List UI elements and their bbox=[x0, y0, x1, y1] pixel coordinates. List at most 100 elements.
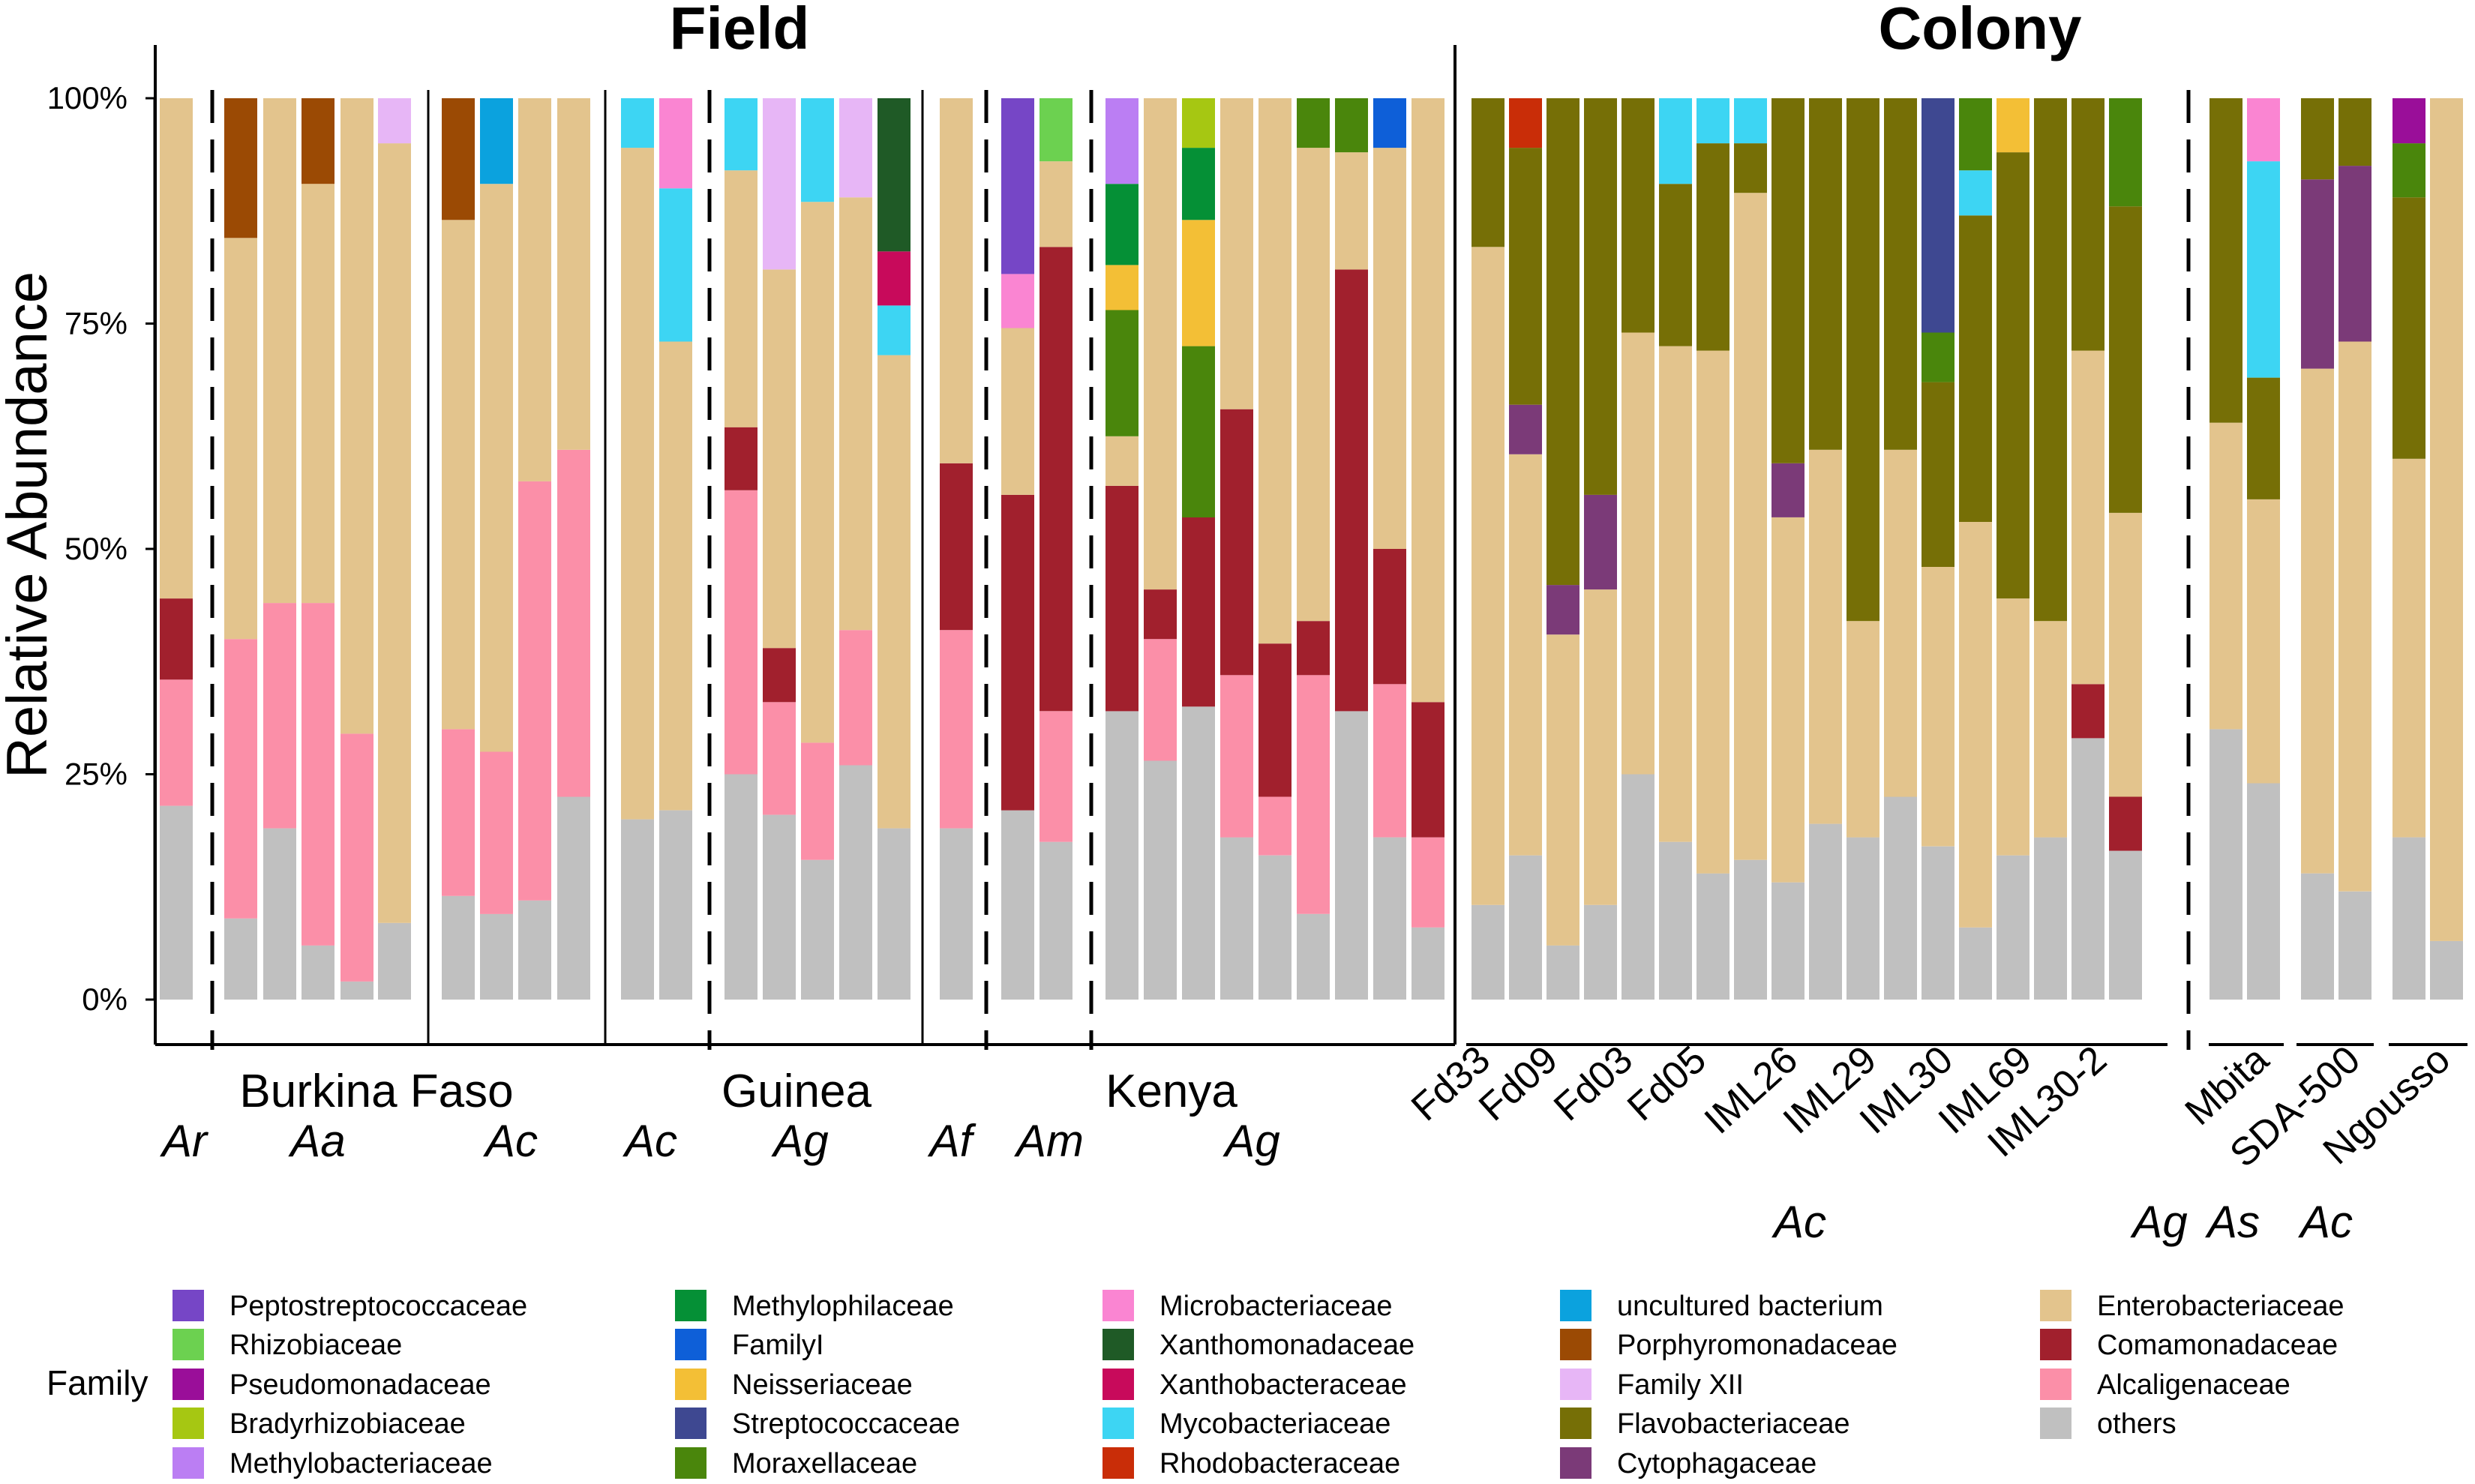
bar-segment-alcaligenaceae bbox=[801, 742, 834, 860]
bar-segment-others bbox=[2392, 837, 2426, 1000]
bar-sample-53 bbox=[2430, 98, 2463, 1000]
legend-label: Streptococcaceae bbox=[732, 1408, 960, 1440]
bar-segment-flavobacteriaceae bbox=[2072, 98, 2104, 351]
bar-segment-mycobacteriaceae bbox=[2247, 161, 2280, 378]
bar-sample-7 bbox=[442, 98, 475, 1000]
bar-segment-enterobacteriaceae bbox=[763, 269, 796, 649]
legend-item-rhizobiaceae: Rhizobiaceae bbox=[172, 1329, 402, 1361]
legend-item-enterobacteriaceae: Enterobacteriaceae bbox=[2040, 1290, 2344, 1322]
bar-segment-familyi bbox=[1373, 98, 1406, 148]
legend-item-mycobacteriaceae: Mycobacteriaceae bbox=[1102, 1408, 1390, 1440]
bar-segment-others bbox=[1106, 711, 1138, 1000]
bar-segment-flavobacteriaceae bbox=[2338, 98, 2372, 166]
bar-segment-enterobacteriaceae bbox=[1846, 621, 1880, 838]
bar-segment-comamonadaceae bbox=[1258, 643, 1292, 797]
bar-segment-others bbox=[160, 805, 193, 1000]
bar-segment-others bbox=[801, 859, 834, 1000]
bar-segment-enterobacteriaceae bbox=[1335, 152, 1368, 270]
bar-segment-enterobacteriaceae bbox=[518, 98, 551, 481]
bar-sample-11 bbox=[621, 98, 654, 1000]
bar-segment-others bbox=[1182, 706, 1215, 1000]
bar-segment-moraxellaceae bbox=[2109, 98, 2142, 207]
bar-segment-enterobacteriaceae bbox=[1258, 98, 1292, 644]
bar-segment-alcaligenaceae bbox=[442, 729, 475, 896]
legend-swatch bbox=[675, 1447, 706, 1479]
bar-segment-enterobacteriaceae bbox=[263, 98, 296, 604]
bar-segment-enterobacteriaceae bbox=[2072, 350, 2104, 685]
bar-segment-alcaligenaceae bbox=[1297, 675, 1330, 914]
bar-sample-31 bbox=[1509, 98, 1542, 1000]
species-label-am: Am bbox=[1014, 1116, 1084, 1166]
bar-segment-others bbox=[1996, 855, 2030, 1000]
bar-segment-enterobacteriaceae bbox=[659, 341, 692, 811]
bar-sample-33 bbox=[1584, 98, 1617, 1000]
bar-segment-cytophagaceae bbox=[2338, 166, 2372, 342]
legend-label: Enterobacteriaceae bbox=[2097, 1291, 2344, 1322]
bar-segment-enterobacteriaceae bbox=[2109, 512, 2142, 797]
bar-sample-36 bbox=[1696, 98, 1730, 1000]
legend-item-xanthobacteraceae: Xanthobacteraceae bbox=[1102, 1369, 1407, 1401]
bar-segment-moraxellaceae bbox=[2392, 143, 2426, 198]
bar-segment-bradyrhizobiaceae bbox=[1182, 98, 1215, 148]
legend-label: Comamonadaceae bbox=[2097, 1330, 2338, 1361]
bar-segment-alcaligenaceae bbox=[1373, 684, 1406, 838]
legend-swatch bbox=[1102, 1447, 1134, 1479]
legend-swatch bbox=[1560, 1408, 1592, 1439]
y-tick-label: 100% bbox=[47, 80, 128, 115]
bar-segment-others bbox=[1959, 927, 1992, 1000]
legend-label: Bradyrhizobiaceae bbox=[230, 1408, 466, 1440]
y-tick-label: 75% bbox=[64, 306, 128, 341]
legend-swatch bbox=[172, 1329, 204, 1360]
bar-segment-alcaligenaceae bbox=[1220, 675, 1253, 838]
legend-label: Porphyromonadaceae bbox=[1617, 1330, 1898, 1361]
legend-item-xanthomonadaceae: Xanthomonadaceae bbox=[1102, 1329, 1414, 1361]
bar-segment-alcaligenaceae bbox=[724, 490, 758, 775]
country-label-guinea: Guinea bbox=[722, 1066, 872, 1117]
bar-segment-family-xii bbox=[839, 98, 872, 198]
bar-segment-others bbox=[480, 913, 513, 1000]
bar-sample-43 bbox=[1959, 98, 1992, 1000]
bar-segment-mycobacteriaceae bbox=[801, 98, 834, 202]
bar-segment-enterobacteriaceae bbox=[1996, 598, 2030, 856]
species-label-ac-burkina: Ac bbox=[483, 1116, 538, 1166]
bar-segment-mycobacteriaceae bbox=[724, 98, 758, 171]
bar-segment-enterobacteriaceae bbox=[1220, 98, 1253, 409]
bar-segment-enterobacteriaceae bbox=[2430, 98, 2463, 941]
bar-segment-others bbox=[1509, 855, 1542, 1000]
bar-segment-family-xii bbox=[763, 98, 796, 270]
bar-segment-mycobacteriaceae bbox=[1659, 98, 1692, 184]
legend-swatch bbox=[1102, 1329, 1134, 1360]
bar-segment-neisseriaceae bbox=[1996, 98, 2030, 153]
bar-segment-flavobacteriaceae bbox=[2210, 98, 2242, 423]
legend-swatch bbox=[1102, 1369, 1134, 1400]
legend-swatch bbox=[1560, 1329, 1592, 1360]
legend-item-bradyrhizobiaceae: Bradyrhizobiaceae bbox=[172, 1408, 466, 1440]
legend-item-familyi: FamilyI bbox=[675, 1329, 824, 1361]
legend-label: Rhizobiaceae bbox=[230, 1330, 402, 1361]
legend-label: Alcaligenaceae bbox=[2097, 1369, 2290, 1401]
bar-segment-alcaligenaceae bbox=[1040, 711, 1072, 842]
bar-segment-comamonadaceae bbox=[1001, 494, 1034, 811]
bar-sample-40 bbox=[1846, 98, 1880, 1000]
bar-segment-enterobacteriaceae bbox=[621, 148, 654, 820]
bar-segment-enterobacteriaceae bbox=[557, 98, 590, 450]
bar-sample-13 bbox=[724, 98, 758, 1000]
legend-item-porphyromonadaceae: Porphyromonadaceae bbox=[1560, 1329, 1898, 1361]
legend-swatch bbox=[1560, 1369, 1592, 1400]
bar-segment-methylophilaceae bbox=[1106, 184, 1138, 265]
species-label-ag-kenya: Ag bbox=[1222, 1116, 1280, 1166]
bar-sample-52 bbox=[2392, 98, 2426, 1000]
bar-segment-flavobacteriaceae bbox=[2301, 98, 2334, 180]
bar-segment-enterobacteriaceae bbox=[1772, 517, 1804, 883]
bar-sample-44 bbox=[1996, 98, 2030, 1000]
bar-segment-flavobacteriaceae bbox=[1584, 98, 1617, 495]
bar-segment-others bbox=[1809, 823, 1842, 1000]
bar-segment-others bbox=[621, 819, 654, 1000]
legend-item-methylophilaceae: Methylophilaceae bbox=[675, 1290, 954, 1322]
bar-segment-others bbox=[1258, 855, 1292, 1000]
colony-sample-label-fd03: Fd03 bbox=[1546, 1038, 1641, 1129]
bar-segment-enterobacteriaceae bbox=[940, 98, 973, 463]
bar-segment-others bbox=[724, 774, 758, 1000]
bar-segment-flavobacteriaceae bbox=[1846, 98, 1880, 622]
species-label-ac-guinea: Ac bbox=[622, 1116, 677, 1166]
